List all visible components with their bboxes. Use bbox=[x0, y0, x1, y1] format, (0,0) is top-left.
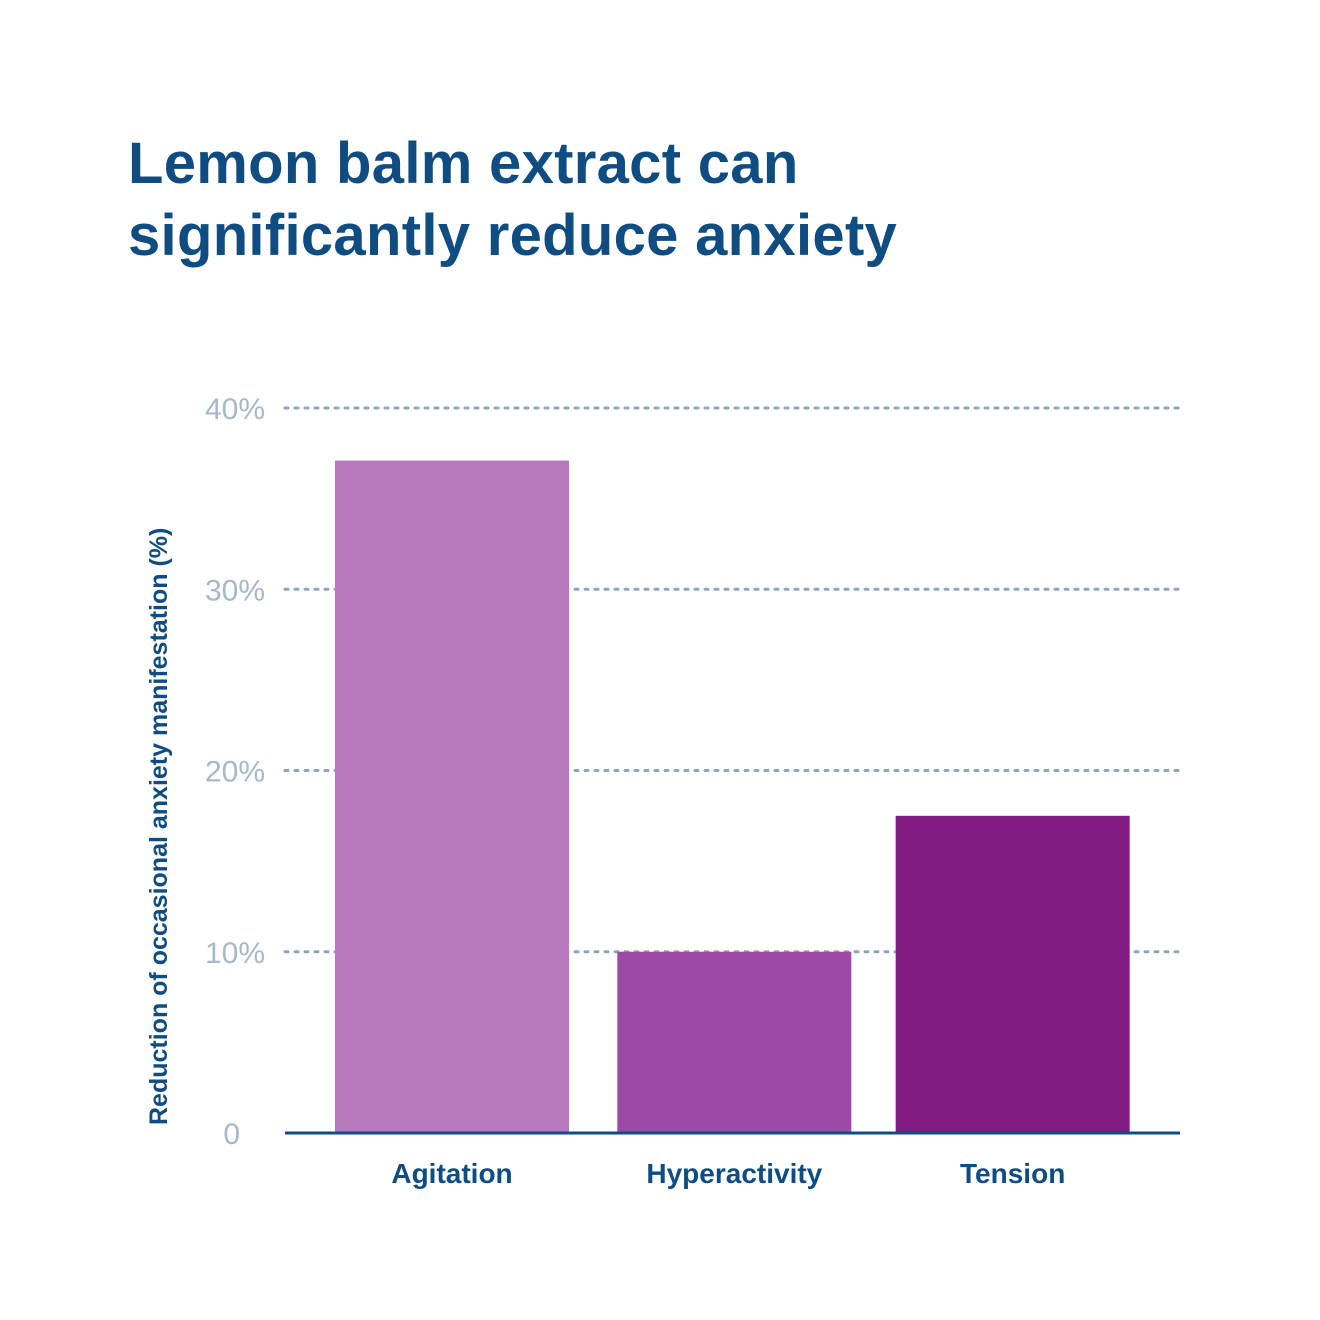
y-axis-title: Reduction of occasional anxiety manifest… bbox=[145, 528, 173, 1125]
x-tick-label: Agitation bbox=[391, 1158, 512, 1189]
y-tick-label: 40% bbox=[205, 393, 265, 426]
y-tick-label: 20% bbox=[205, 756, 265, 789]
y-tick-label: 10% bbox=[205, 937, 265, 970]
chart-title-line-2: significantly reduce anxiety bbox=[128, 203, 898, 268]
x-axis-labels: Agitation Hyperactivity Tension bbox=[391, 1158, 1065, 1189]
chart-title-line-1: Lemon balm extract can bbox=[128, 131, 799, 196]
bar-tension bbox=[895, 815, 1130, 1133]
y-tick-label: 0 bbox=[223, 1118, 240, 1151]
y-tick-label: 30% bbox=[205, 574, 265, 607]
bar-hyperactivity bbox=[617, 951, 852, 1133]
y-axis-ticks: 0 10% 20% 30% 40% bbox=[205, 393, 265, 1151]
x-tick-label: Tension bbox=[960, 1158, 1065, 1189]
bars bbox=[335, 460, 1130, 1133]
chart-title: Lemon balm extract can significantly red… bbox=[128, 128, 1128, 272]
x-tick-label: Hyperactivity bbox=[646, 1158, 822, 1189]
bar-agitation bbox=[335, 460, 569, 1133]
